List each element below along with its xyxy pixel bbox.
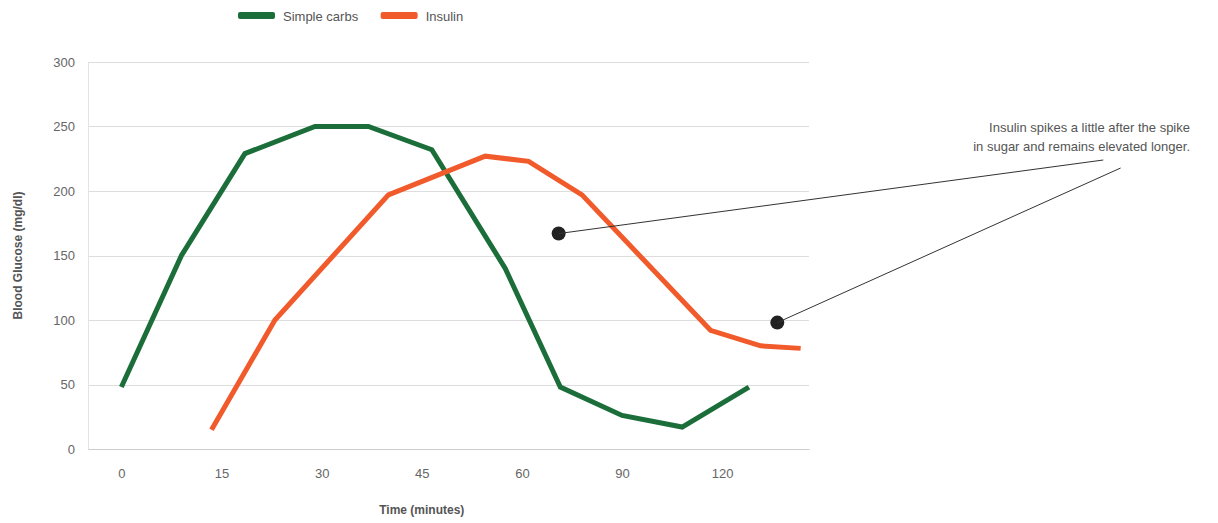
annotation-dots: [552, 227, 785, 330]
legend-item: Simple carbs: [238, 9, 359, 24]
x-tick-label: 45: [415, 466, 429, 481]
x-tick: 30: [315, 449, 329, 481]
x-tick-label: 90: [615, 466, 629, 481]
y-tick: 200: [53, 184, 88, 199]
leader-line: [559, 160, 1104, 234]
grid-line: [88, 191, 809, 192]
y-tick-label: 0: [68, 442, 75, 457]
y-axis-line: [88, 63, 89, 450]
y-tick-label: 300: [53, 55, 75, 70]
annotation-line: in sugar and remains elevated longer.: [973, 139, 1190, 154]
y-tick: 150: [53, 248, 88, 263]
grid-line: [88, 385, 809, 386]
x-tick-label: 60: [515, 466, 529, 481]
y-tick-label: 100: [53, 313, 75, 328]
x-tick: 0: [118, 449, 125, 481]
x-axis-line: [89, 449, 810, 450]
legend-label: Simple carbs: [283, 9, 359, 24]
grid: [88, 63, 809, 450]
y-tick-label: 250: [53, 119, 75, 134]
legend-swatch: [238, 12, 275, 19]
y-tick: 300: [53, 55, 88, 70]
y-axis: 0 50 100 150 200 250 300: [53, 55, 88, 457]
plot-area: [121, 127, 800, 430]
x-tick: 15: [215, 449, 229, 481]
grid-line: [88, 256, 809, 257]
x-axis: 0 15 30 45 60 90 120: [89, 449, 810, 481]
legend-item: Insulin: [381, 9, 464, 24]
grid-line: [88, 126, 809, 127]
x-tick: 120: [712, 449, 734, 481]
y-tick: 0: [68, 442, 88, 457]
y-axis-title: Blood Glucose (mg/dl): [11, 191, 25, 319]
x-tick: 45: [415, 449, 429, 481]
x-tick: 60: [515, 449, 529, 481]
leader-line: [777, 168, 1120, 323]
chart: 0 50 100 150 200 250 300 0 15 30 45 60 90 120 Blood Gl…: [0, 0, 1218, 523]
grid-line: [88, 62, 809, 63]
annotation: Insulin spikes a little after the spike i…: [559, 120, 1190, 323]
y-tick-label: 50: [61, 377, 75, 392]
x-tick-label: 120: [712, 466, 734, 481]
y-tick: 50: [61, 377, 88, 392]
x-tick-label: 0: [118, 466, 125, 481]
annotation-line: Insulin spikes a little after the spike: [989, 120, 1190, 135]
y-tick-label: 200: [53, 184, 75, 199]
series-line: [121, 127, 749, 428]
legend-label: Insulin: [426, 9, 464, 24]
series-line: [212, 156, 801, 429]
y-tick: 250: [53, 119, 88, 134]
x-tick-label: 30: [315, 466, 329, 481]
x-axis-title: Time (minutes): [379, 503, 464, 517]
grid-line: [88, 449, 809, 450]
legend: Simple carbs Insulin: [238, 9, 463, 24]
x-tick-label: 15: [215, 466, 229, 481]
y-tick: 100: [53, 313, 88, 328]
legend-swatch: [381, 12, 418, 19]
annotation-text: Insulin spikes a little after the spike i…: [973, 120, 1190, 154]
y-tick-label: 150: [53, 248, 75, 263]
x-tick: 90: [615, 449, 629, 481]
